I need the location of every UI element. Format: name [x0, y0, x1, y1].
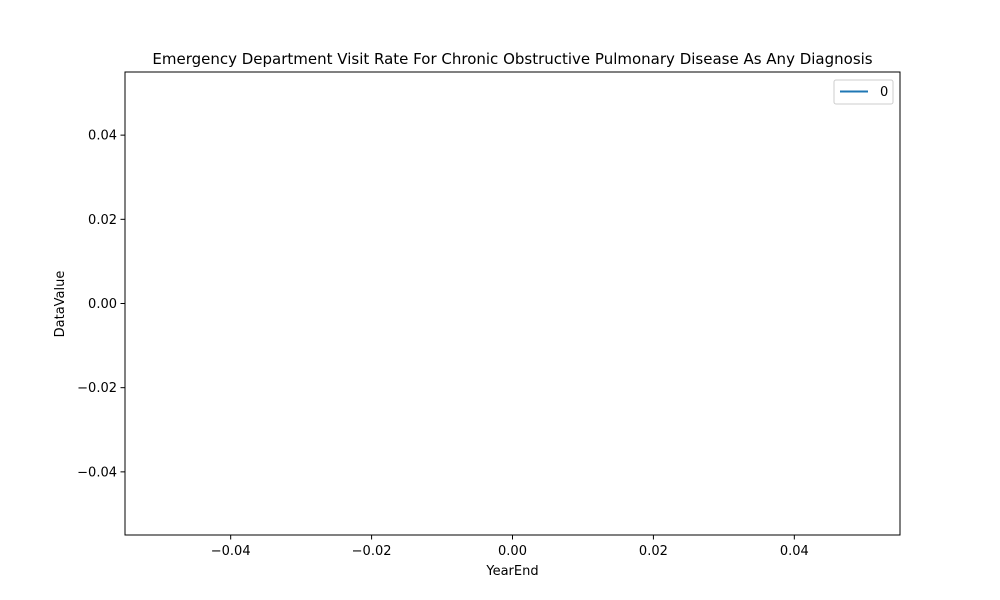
chart-title: Emergency Department Visit Rate For Chro… [152, 50, 872, 68]
y-tick-label: 0.02 [88, 213, 117, 228]
x-tick-label: 0.00 [498, 544, 527, 559]
x-axis: −0.04 −0.02 0.00 0.02 0.04 [211, 535, 809, 559]
legend: 0 [833, 79, 894, 105]
x-tick-label: −0.02 [352, 544, 392, 559]
legend-series-0-label: 0 [880, 85, 888, 100]
y-tick-label: −0.04 [77, 465, 117, 480]
y-tick-label: 0.00 [88, 297, 117, 312]
y-tick-label: 0.04 [88, 129, 117, 144]
x-tick-label: 0.02 [639, 544, 668, 559]
y-tick-label: −0.02 [77, 381, 117, 396]
y-axis: −0.04 −0.02 0.00 0.02 0.04 [77, 129, 125, 480]
x-axis-label: YearEnd [485, 564, 538, 579]
x-tick-label: 0.04 [780, 544, 809, 559]
y-axis-label: DataValue [53, 271, 68, 338]
x-tick-label: −0.04 [211, 544, 251, 559]
